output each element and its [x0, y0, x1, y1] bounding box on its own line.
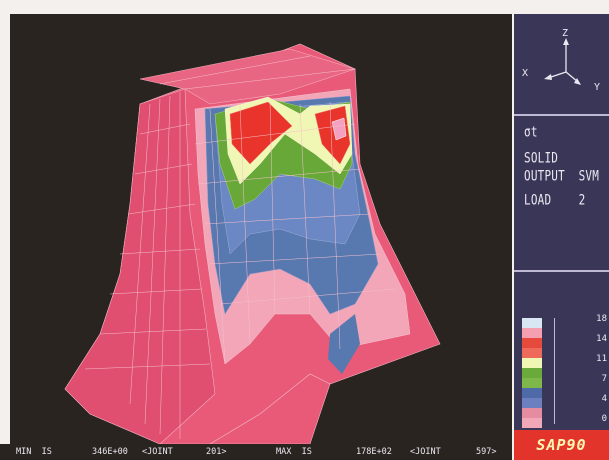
contour-peak-right	[331, 117, 347, 141]
mesh-arch-opening	[209, 373, 331, 444]
min-joint-value: 201>	[206, 447, 227, 457]
legend-value-18: 18	[596, 314, 607, 324]
max-value: 178E+02	[356, 447, 392, 457]
stress-contour-viewport[interactable]	[10, 14, 512, 444]
legend-swatch	[522, 398, 542, 408]
legend-swatch	[522, 338, 542, 348]
brand-label: SAP90	[536, 436, 587, 454]
legend-swatch	[522, 378, 542, 388]
min-label: MIN IS	[16, 447, 52, 457]
legend-swatch	[522, 348, 542, 358]
legend-swatch	[522, 358, 542, 368]
contour-band-lower-blue	[328, 314, 360, 374]
output-type-label: OUTPUT SVM	[524, 168, 600, 185]
axis-triad-box: Z X Y	[514, 14, 609, 116]
legend-swatch	[522, 418, 542, 428]
status-bar: MIN IS 346E+00 <JOINT 201> MAX IS 178E+0…	[0, 444, 512, 460]
max-joint-value: 597>	[476, 447, 497, 457]
axis-label-x: X	[522, 68, 528, 79]
min-joint-label: <JOINT	[142, 447, 173, 457]
legend-swatch	[522, 368, 542, 378]
stress-component-label: σt	[524, 124, 538, 141]
mesh-left-face	[64, 88, 216, 444]
legend-swatch	[522, 388, 542, 398]
max-label: MAX IS	[276, 447, 312, 457]
legend-value-14: 14	[596, 334, 607, 344]
legend-value-7: 7	[601, 374, 607, 384]
contour-hotspot-left	[229, 101, 293, 165]
min-value: 346E+00	[92, 447, 128, 457]
legend-swatch	[522, 318, 542, 328]
max-joint-label: <JOINT	[410, 447, 441, 457]
load-case-label: LOAD 2	[524, 192, 586, 209]
axis-label-z: Z	[562, 28, 568, 39]
sap90-logo-badge: SAP90	[514, 430, 609, 460]
legend-value-11: 11	[596, 354, 607, 364]
axis-label-y: Y	[594, 82, 600, 93]
legend-swatch	[522, 408, 542, 418]
axis-triad: Z X Y	[522, 28, 600, 93]
element-type-label: SOLID	[524, 150, 559, 167]
side-panel: Z X Y σt SOLID OUTPUT SVM LOAD 2 18 14 1…	[514, 14, 609, 460]
mesh-grid-lines	[84, 55, 396, 439]
contour-legend: 18 14 11 7 4 0	[514, 274, 609, 446]
legend-scale-line	[554, 318, 555, 424]
legend-swatch	[522, 328, 542, 338]
legend-value-4: 4	[601, 394, 607, 404]
legend-value-0: 0	[601, 414, 607, 424]
output-info-box: σt SOLID OUTPUT SVM LOAD 2	[514, 118, 609, 272]
finite-element-model	[64, 43, 441, 444]
